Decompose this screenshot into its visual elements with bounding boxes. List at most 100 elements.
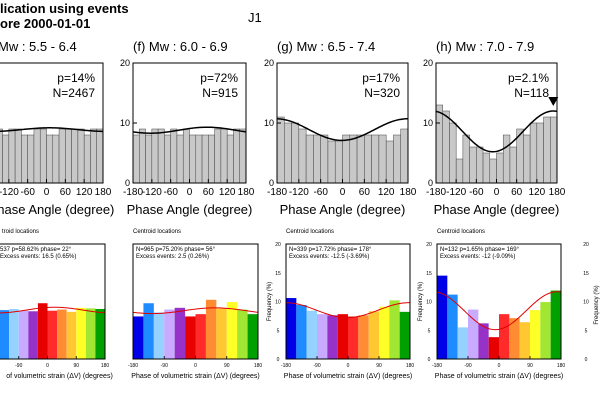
x-tick-label: 0 [498, 363, 501, 369]
x-tick-label: 0 [494, 187, 500, 198]
y-tick-label: 15 [426, 271, 432, 277]
y-tick-label: 20 [120, 58, 130, 68]
stat-count: N=2467 [53, 86, 96, 100]
x-tick-label: 120 [378, 187, 395, 198]
x-tick-label: -180 [281, 363, 291, 369]
y-tick-label: 20 [264, 58, 274, 68]
phase-bar [457, 327, 468, 360]
stat-line-2: Excess events: 16.5 (0.65%) [0, 254, 76, 260]
histogram-bar [385, 140, 394, 184]
phase-bar [368, 311, 379, 359]
histogram-bar [550, 116, 558, 184]
phase-marker-triangle [548, 97, 559, 106]
stat-line-1: N=965 p=75.20% phase= 56° [136, 247, 216, 253]
phase-bar [237, 309, 248, 359]
top-panel-title: (f) Mw : 6.0 - 6.9 [133, 39, 228, 54]
histogram-bar [208, 134, 215, 184]
histogram-bar [226, 134, 234, 184]
x-tick-label: 90 [73, 363, 79, 369]
x-tick-label: 120 [76, 187, 93, 198]
phase-bar [185, 316, 196, 359]
histogram-bar [71, 128, 79, 184]
x-tick-label: 0 [194, 363, 197, 369]
phase-bar [247, 314, 258, 359]
stat-p-value: p=14% [57, 71, 95, 85]
stat-p-value: p=17% [362, 71, 400, 85]
histogram-bar [239, 128, 247, 184]
histogram-bar [151, 128, 159, 184]
stat-count: N=915 [202, 86, 238, 100]
freq-axis-right-tick: 10 [583, 300, 589, 306]
histogram-bar [0, 128, 3, 184]
x-tick-label: 90 [224, 363, 230, 369]
histogram-bar [90, 128, 97, 184]
bottom-panel-title: Centroid locations [437, 229, 485, 235]
x-tick-label: 180 [95, 187, 112, 198]
histogram-bar [291, 122, 300, 184]
phase-bar [286, 298, 297, 359]
histogram-bar [349, 134, 358, 184]
stat-line-1: 537 p=58.62% phase= 22° [0, 247, 72, 253]
x-tick-label: -120 [142, 187, 162, 198]
histogram-bar [132, 134, 140, 184]
histogram-bar [65, 128, 72, 184]
histogram-bar [284, 122, 292, 184]
histogram-bar [364, 134, 372, 184]
y-tick-label: 10 [120, 118, 130, 128]
phase-bar [0, 310, 10, 360]
histogram-bar [2, 134, 10, 184]
histogram-bar [536, 122, 544, 184]
figure-title-line1: lication using events [0, 1, 129, 16]
histogram-bar [342, 134, 351, 184]
phase-bar [306, 310, 317, 359]
phase-bar [379, 306, 390, 359]
phase-bar [216, 308, 227, 359]
phase-bar [327, 315, 338, 359]
histogram-bar [39, 128, 47, 184]
histogram-bar [502, 134, 511, 184]
histogram-bar [170, 128, 178, 184]
histogram-bar [189, 134, 197, 184]
y-axis-label: Frequency (%) [267, 282, 273, 321]
figure-title-line2: ore 2000-01-01 [0, 16, 90, 31]
histogram-bar [313, 134, 321, 184]
phase-bar [47, 310, 58, 359]
freq-axis-right-tick: 15 [583, 271, 589, 277]
phase-bar [499, 314, 510, 359]
phase-bar [389, 300, 400, 359]
fit-curve-0 [0, 127, 104, 133]
y-tick-label: 0 [428, 178, 433, 188]
histogram-bar [449, 122, 457, 184]
top-panel-title: (h) Mw : 7.0 - 7.9 [436, 39, 534, 54]
bottom-panel-3: Centroid locations N=132 p=1.65% phase= 1… [418, 229, 565, 380]
phase-bar [85, 308, 96, 359]
stat-line-2: Excess events: 2.5 (0.26%) [136, 254, 209, 260]
x-tick-label: -180 [267, 187, 287, 198]
x-tick-label: 60 [203, 187, 215, 198]
phase-bar [519, 322, 530, 359]
x-tick-label: 0 [44, 187, 50, 198]
phase-bar [296, 304, 307, 359]
histogram-bar [482, 152, 491, 184]
x-tick-label: 60 [511, 187, 523, 198]
y-tick-label: 10 [264, 118, 274, 128]
x-tick-label: 0 [187, 187, 193, 198]
x-tick-label: -60 [469, 187, 484, 198]
phase-bar [95, 308, 105, 359]
phase-bar [37, 303, 48, 359]
x-tick-label: 180 [238, 187, 255, 198]
x-tick-label: -180 [123, 187, 143, 198]
histogram-bar [442, 110, 450, 184]
histogram-bar [164, 134, 171, 184]
y-tick-label: 0 [125, 178, 130, 188]
histogram-bar [523, 134, 531, 184]
histogram-bar [378, 134, 387, 184]
histogram-bar [489, 158, 497, 184]
x-tick-label: 180 [400, 187, 417, 198]
histogram-bar [356, 134, 365, 184]
stat-count: N=118 [514, 86, 549, 100]
top-panel-0: Mw : 5.5 - 6.4 -120 -60 0 60 120 180 Phase Angl… [0, 39, 114, 217]
stat-line-2: Excess events: -12 (-9.09%) [440, 254, 515, 260]
y-tick-label: 10 [275, 300, 281, 306]
